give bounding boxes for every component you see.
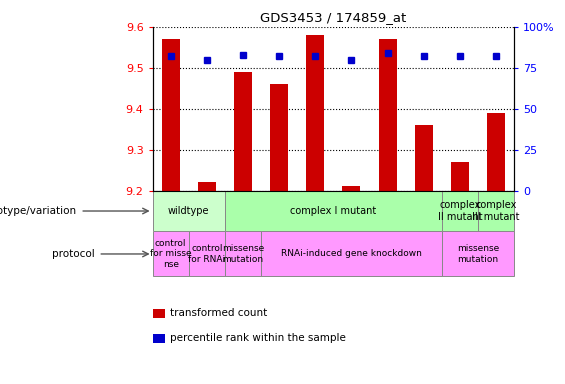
Text: percentile rank within the sample: percentile rank within the sample [170, 333, 345, 343]
Text: transformed count: transformed count [170, 308, 267, 318]
Text: wildtype: wildtype [168, 206, 210, 216]
Bar [451, 162, 469, 190]
Text: missense
mutation: missense mutation [222, 244, 264, 264]
Bar [487, 113, 505, 190]
Bar [162, 39, 180, 190]
Bar [342, 187, 360, 190]
Bar [234, 72, 252, 190]
Bar [225, 232, 261, 276]
Text: control
for misse
nse: control for misse nse [150, 239, 192, 269]
Text: missense
mutation: missense mutation [457, 244, 499, 264]
Bar [270, 84, 288, 190]
Text: complex
II mutant: complex II mutant [438, 200, 482, 222]
Text: protocol: protocol [52, 249, 95, 259]
Bar [415, 125, 433, 190]
Bar [153, 232, 189, 276]
Bar [306, 35, 324, 190]
Bar [153, 190, 225, 232]
Bar [261, 232, 442, 276]
Text: RNAi-induced gene knockdown: RNAi-induced gene knockdown [281, 250, 422, 258]
Title: GDS3453 / 174859_at: GDS3453 / 174859_at [260, 11, 406, 24]
Bar [189, 232, 225, 276]
Bar [379, 39, 397, 190]
Text: complex I mutant: complex I mutant [290, 206, 376, 216]
Bar [198, 182, 216, 190]
Text: control
for RNAi: control for RNAi [188, 244, 225, 264]
Bar [442, 190, 478, 232]
Bar [478, 190, 514, 232]
Text: complex
III mutant: complex III mutant [472, 200, 520, 222]
Text: genotype/variation: genotype/variation [0, 206, 77, 216]
Bar [225, 190, 442, 232]
Bar [442, 232, 514, 276]
